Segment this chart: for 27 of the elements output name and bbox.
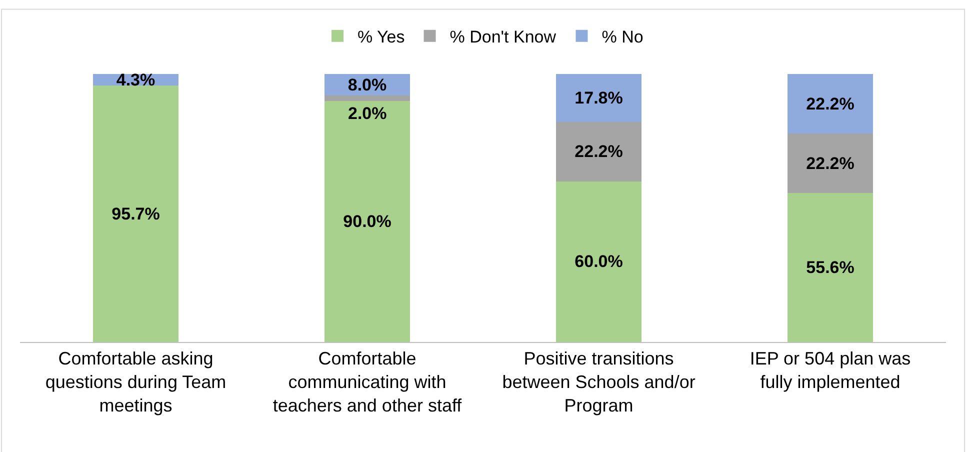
bar (556, 122, 642, 182)
data-label: 17.8% (574, 88, 623, 108)
legend-label: % Don't Know (450, 28, 557, 47)
data-label: 8.0% (348, 75, 387, 94)
x-tick-label: Positive transitions between Schools and/or Program (502, 348, 696, 416)
bar (92, 86, 179, 342)
data-label: 4.3% (116, 70, 156, 90)
data-label: 55.6% (806, 258, 854, 278)
x-tick-label: Comfortable asking questions during Team meetings (45, 348, 226, 416)
x-tick-label: Comfortable communicating with teachers and other staff (272, 348, 463, 416)
data-label: 60.0% (574, 252, 623, 272)
bar (324, 100, 410, 342)
bar (556, 74, 642, 122)
legend-label: % No (602, 28, 644, 47)
bar (324, 96, 410, 101)
data-label: 22.2% (806, 94, 854, 114)
bar (787, 134, 874, 194)
data-label: 90.0% (343, 212, 392, 231)
data-label: 95.7% (112, 204, 160, 224)
data-label: 2.0% (348, 104, 387, 123)
bar (556, 181, 642, 342)
bar (787, 193, 874, 342)
x-tick-label: IEP or 504 plan was fully implemented (750, 348, 911, 392)
data-label: 22.2% (574, 142, 623, 162)
legend-label: % Yes (358, 28, 405, 47)
bar (787, 74, 874, 134)
data-label: 22.2% (806, 154, 854, 173)
